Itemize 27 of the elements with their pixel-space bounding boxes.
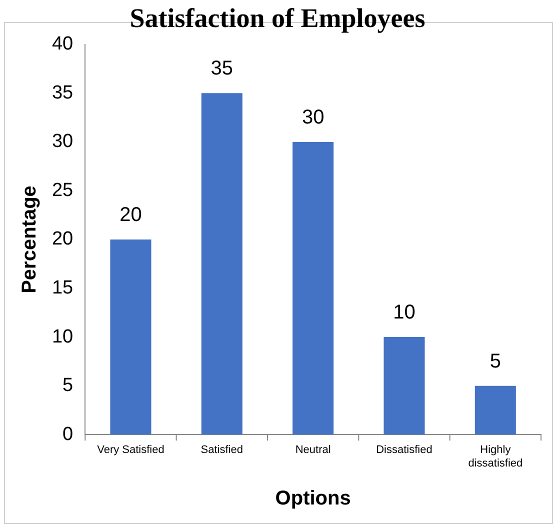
y-tick-label: 30 xyxy=(52,131,74,152)
bar xyxy=(384,337,425,435)
bar xyxy=(110,240,152,435)
x-tick-label: Highly dissatisfied xyxy=(468,444,523,470)
data-label: 20 xyxy=(120,204,142,226)
y-tick-label: 5 xyxy=(62,375,74,396)
x-tick-label: Neutral xyxy=(295,444,331,456)
x-tick-label: Dissatisfied xyxy=(376,444,432,456)
bar xyxy=(474,386,516,435)
bar xyxy=(292,142,334,435)
bar xyxy=(201,93,242,435)
y-tick-label: 10 xyxy=(52,326,74,348)
y-tick-label: 0 xyxy=(62,424,74,445)
data-label: 35 xyxy=(210,58,234,80)
data-label: 30 xyxy=(302,106,324,128)
data-label: 10 xyxy=(393,302,416,324)
y-tick-label: 35 xyxy=(52,82,74,104)
y-tick-label: 15 xyxy=(52,278,74,299)
data-label: 5 xyxy=(490,350,501,372)
chart-title: Satisfaction of Employees xyxy=(130,3,426,34)
x-axis-title: Options xyxy=(275,488,351,510)
x-tick-label: Satisfied xyxy=(200,444,243,456)
x-tick-label: Very Satisfied xyxy=(97,444,164,456)
y-tick-label: 40 xyxy=(52,34,74,55)
y-tick-label: 25 xyxy=(52,180,74,201)
y-axis-title: Percentage xyxy=(18,186,41,294)
y-tick-label: 20 xyxy=(52,228,74,250)
